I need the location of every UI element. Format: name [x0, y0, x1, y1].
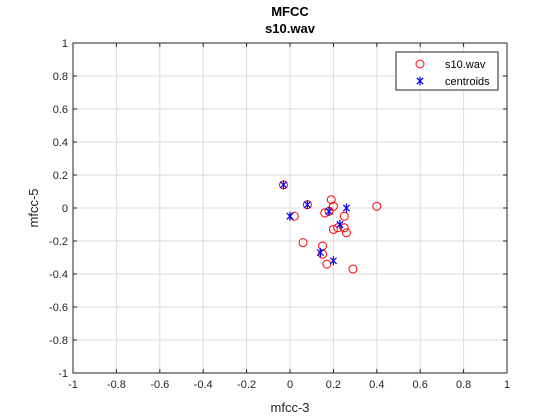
- legend-label-centroids: centroids: [445, 76, 490, 88]
- x-tick-label: 0.4: [369, 379, 384, 391]
- data-point-circle: [328, 224, 338, 234]
- legend: s10.wav centroids: [395, 51, 499, 91]
- chart-title: MFCC: [271, 4, 309, 19]
- x-tick-label: 0.2: [326, 379, 341, 391]
- data-point-circle: [348, 264, 358, 274]
- x-tick-label: 1: [504, 379, 510, 391]
- x-axis-label: mfcc-3: [271, 400, 310, 415]
- x-tick-label: -0.4: [194, 379, 213, 391]
- y-tick-label: 0.6: [53, 104, 68, 116]
- legend-circle-glyph: [415, 59, 425, 69]
- data-point-circle: [372, 201, 382, 211]
- data-point-centroid: [316, 248, 324, 258]
- data-point-centroid: [329, 256, 338, 266]
- y-tick-label: 0: [62, 203, 68, 215]
- x-tick-label: -1: [68, 379, 78, 391]
- data-point-circle: [333, 223, 343, 233]
- y-tick-label: -0.4: [49, 269, 68, 281]
- y-tick-label: 1: [62, 38, 68, 50]
- y-tick-label: 0.4: [53, 137, 68, 149]
- data-point-centroid: [325, 206, 333, 216]
- y-tick-label: -1: [58, 368, 68, 380]
- y-tick-label: -0.2: [49, 236, 68, 248]
- data-point-centroid: [303, 200, 311, 210]
- y-tick-label: 0.2: [53, 170, 68, 182]
- y-tick-label: -0.6: [49, 302, 68, 314]
- data-point-circle: [298, 238, 308, 248]
- x-tick-label: -0.6: [150, 379, 169, 391]
- legend-marker-circle: [415, 59, 425, 69]
- x-tick-label: 0: [287, 379, 293, 391]
- data-point-centroid: [336, 220, 344, 229]
- data-point-circle: [339, 211, 349, 221]
- y-axis-label: mfcc-5: [26, 189, 41, 228]
- data-point-centroid: [279, 180, 288, 190]
- chart-subtitle: s10.wav: [265, 21, 316, 36]
- x-tick-label: -0.2: [237, 379, 256, 391]
- legend-box: [395, 51, 499, 91]
- data-markers: [278, 180, 382, 274]
- data-point-centroid: [286, 211, 294, 221]
- data-point-circle: [328, 201, 338, 211]
- data-point-circle: [341, 228, 351, 238]
- legend-marker-asterisk: [416, 76, 424, 86]
- x-tick-label: -0.8: [107, 379, 126, 391]
- grid: [73, 43, 507, 373]
- data-point-circle: [326, 195, 336, 205]
- legend-label-s10: s10.wav: [445, 59, 486, 71]
- y-tick-label: -0.8: [49, 335, 68, 347]
- data-point-centroid: [342, 203, 351, 213]
- y-tick-label: 0.8: [53, 71, 68, 83]
- x-tick-label: 0.6: [413, 379, 428, 391]
- legend-asterisk-glyph: [416, 76, 424, 86]
- x-tick-label: 0.8: [456, 379, 471, 391]
- axis-ticks: -1 -0.8 -0.6 -0.4 -0.2 0 0.2 0.4 0.6 0.8 1 -1 -0.8 -0…: [49, 38, 510, 391]
